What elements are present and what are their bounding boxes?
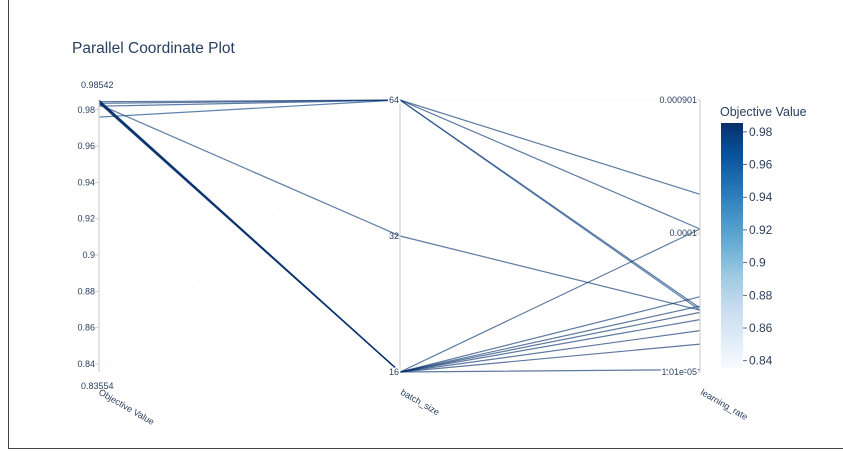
axis-tick-label: 0.9 xyxy=(82,250,95,260)
colorbar-tick-label: 0.84 xyxy=(749,354,773,368)
axis-tick-label: 32 xyxy=(389,231,399,241)
colorbar-tick-label: 0.9 xyxy=(749,256,766,270)
axis-tick-label: 1.01e-05 xyxy=(661,367,697,377)
axis-tick-label: 0.96 xyxy=(77,141,95,151)
axis-tick-label: 0.86 xyxy=(77,323,95,333)
axis-tick-label: 0.0001 xyxy=(669,228,697,238)
axis-tick-label: 0.000901 xyxy=(659,95,697,105)
axis-tick-label: 0.94 xyxy=(77,177,95,187)
colorbar-tick-label: 0.92 xyxy=(749,223,773,237)
axis-title: Objective Value xyxy=(97,387,156,427)
colorbar-gradient xyxy=(721,123,743,368)
colorbar-tick-label: 0.96 xyxy=(749,158,773,172)
colorbar-tick-label: 0.88 xyxy=(749,288,773,302)
axis-tick-label: 0.92 xyxy=(77,214,95,224)
axis-tick-label: 0.84 xyxy=(77,359,95,369)
axis-tick-label: 64 xyxy=(389,95,399,105)
axis-tick-label: 0.88 xyxy=(77,286,95,296)
axis-range-max-label: 0.98542 xyxy=(81,80,114,90)
colorbar-title: Objective Value xyxy=(720,105,807,119)
axis-tick-label: 0.98 xyxy=(77,105,95,115)
colorbar-tick-label: 0.86 xyxy=(749,321,773,335)
axis-title: learning_rate xyxy=(699,387,750,422)
axis-title: batch_size xyxy=(399,387,441,417)
chart-frame xyxy=(8,0,843,449)
colorbar-tick-label: 0.98 xyxy=(749,125,773,139)
colorbar-tick-label: 0.94 xyxy=(749,190,773,204)
colorbar: Objective Value 0.84 0.86 0.88 0.9 0.92 0.94 0.… xyxy=(720,105,807,368)
chart-title: Parallel Coordinate Plot xyxy=(72,40,235,57)
axis-range-min-label: 0.83554 xyxy=(81,381,114,391)
axis-tick-label: 16 xyxy=(389,367,399,377)
